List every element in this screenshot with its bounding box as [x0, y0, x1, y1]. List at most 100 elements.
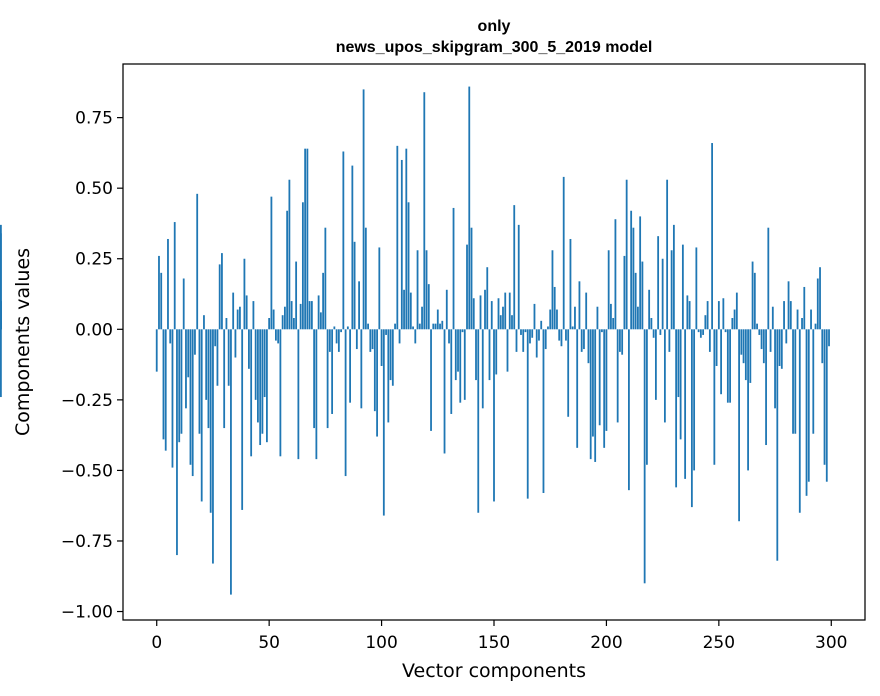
bar-284 — [794, 329, 797, 434]
bar-65 — [301, 202, 304, 330]
bar-212 — [632, 227, 635, 330]
x-tick-label: 150 — [478, 633, 510, 653]
bar-158 — [511, 315, 513, 330]
bar-297 — [823, 329, 826, 465]
bar-56 — [281, 315, 284, 330]
bar-108 — [398, 329, 401, 344]
bar-217 — [643, 329, 646, 584]
bar-199 — [603, 329, 606, 448]
bar-67 — [306, 148, 309, 330]
bar-159 — [513, 205, 516, 330]
bar-271 — [765, 329, 767, 446]
bar-124 — [434, 323, 437, 330]
bar-35 — [234, 329, 237, 358]
bar-101 — [382, 329, 385, 516]
bar-117 — [418, 323, 421, 330]
bar-186 — [574, 306, 576, 330]
bar-280 — [785, 329, 788, 344]
y-axis-label: Components values — [12, 248, 34, 436]
bar-78 — [331, 329, 334, 414]
bar-74 — [322, 272, 325, 330]
bar-44 — [254, 329, 257, 400]
bar-140 — [470, 227, 473, 330]
bar-41 — [248, 329, 250, 369]
bar-66 — [304, 148, 307, 330]
bar-20 — [200, 329, 203, 502]
bar-129 — [445, 289, 448, 330]
bar-298 — [825, 329, 828, 482]
bar-141 — [472, 298, 475, 330]
bar-148 — [488, 329, 491, 381]
bar-161 — [517, 224, 520, 330]
bar-202 — [610, 303, 612, 330]
bar-231 — [675, 329, 678, 488]
bar-268 — [758, 329, 761, 335]
bar-107 — [396, 145, 399, 330]
bar-224 — [659, 329, 662, 335]
bar-187 — [576, 329, 579, 448]
bar-138 — [466, 244, 468, 330]
bar-18 — [196, 193, 199, 330]
y-tick-label: −1.00 — [61, 603, 113, 623]
bar-253 — [724, 329, 727, 333]
y-tick-label: 0.75 — [75, 109, 113, 129]
bar-88 — [353, 241, 356, 330]
bar-228 — [668, 329, 671, 352]
bar-146 — [484, 289, 486, 330]
bar-25 — [212, 329, 214, 564]
bar-235 — [684, 329, 687, 479]
bar-46 — [259, 329, 262, 446]
bar-289 — [805, 329, 808, 496]
bar-76 — [326, 329, 329, 429]
bar-269 — [760, 329, 763, 350]
bar-277 — [778, 329, 781, 366]
bar-259 — [738, 329, 740, 522]
bar-114 — [412, 326, 414, 330]
bar-111 — [405, 148, 408, 330]
bar-19 — [198, 329, 201, 434]
bar-59 — [288, 179, 291, 330]
bar-170 — [538, 329, 540, 341]
bar-89 — [355, 329, 358, 350]
bar-4 — [164, 329, 167, 451]
bar-254 — [726, 329, 729, 403]
bar-208 — [623, 255, 626, 330]
bar-153 — [499, 315, 502, 330]
bar-262 — [744, 329, 747, 381]
bar-160 — [515, 329, 518, 352]
bar-84 — [344, 329, 347, 477]
bar-58 — [286, 210, 289, 330]
bar-233 — [679, 329, 682, 440]
bar-291 — [810, 309, 812, 330]
bar-200 — [605, 329, 608, 431]
bar-226 — [663, 329, 666, 423]
bar-118 — [421, 306, 423, 330]
bar-70 — [313, 329, 316, 429]
bar-241 — [697, 329, 700, 333]
bar-82 — [340, 329, 342, 333]
bar-216 — [641, 261, 644, 330]
bar-154 — [502, 306, 504, 330]
bar-24 — [209, 329, 212, 513]
bar-181 — [562, 176, 565, 330]
bar-244 — [704, 315, 707, 330]
bar-214 — [637, 306, 639, 330]
bar-234 — [681, 244, 684, 330]
bar-285 — [796, 309, 799, 330]
bar-261 — [742, 329, 745, 364]
bar-267 — [756, 323, 758, 330]
bar-90 — [358, 281, 360, 330]
bar-172 — [542, 329, 545, 493]
bar-63 — [297, 329, 300, 460]
bar-1 — [158, 255, 160, 330]
bar-288 — [803, 286, 806, 330]
bar-83 — [342, 151, 345, 330]
y-tick-label: 0.25 — [75, 250, 113, 270]
bar-9 — [176, 329, 178, 556]
bar-147 — [486, 267, 489, 330]
bar-243 — [702, 329, 705, 335]
bar-99 — [378, 247, 381, 330]
bar-47 — [261, 329, 264, 434]
bar-150 — [493, 329, 495, 502]
